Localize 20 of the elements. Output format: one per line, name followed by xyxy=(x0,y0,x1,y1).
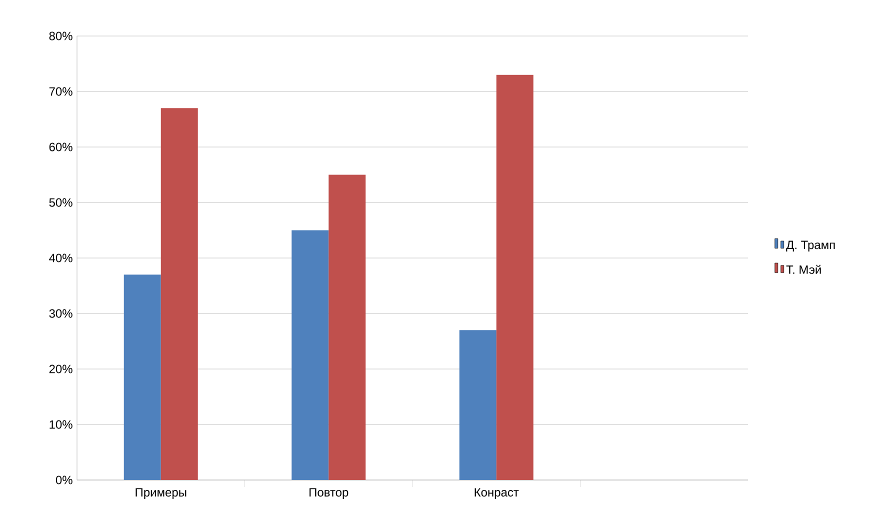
y-tick-label: 0% xyxy=(56,476,72,484)
x-tick-label: Примеры xyxy=(136,488,186,499)
legend-label: Т. Мэй xyxy=(786,264,821,274)
y-tick-label: 60% xyxy=(49,142,72,152)
y-tick-label: 50% xyxy=(49,198,72,207)
bar xyxy=(328,174,366,480)
x-tick-label: Повтор xyxy=(310,488,348,499)
y-tick-label: 70% xyxy=(49,87,72,96)
y-tick-label: 80% xyxy=(49,32,72,40)
y-tick-label: 30% xyxy=(49,309,72,318)
x-tick-label: Конраст xyxy=(474,488,519,499)
y-tick-label: 40% xyxy=(49,254,72,262)
bar xyxy=(124,274,161,480)
bar xyxy=(160,108,198,480)
bar xyxy=(459,330,496,480)
y-tick-label: 10% xyxy=(50,420,72,429)
legend-label: Д. Трамп xyxy=(786,240,835,252)
bar xyxy=(292,230,329,480)
y-tick-label: 20% xyxy=(49,364,72,374)
bar xyxy=(496,74,534,480)
